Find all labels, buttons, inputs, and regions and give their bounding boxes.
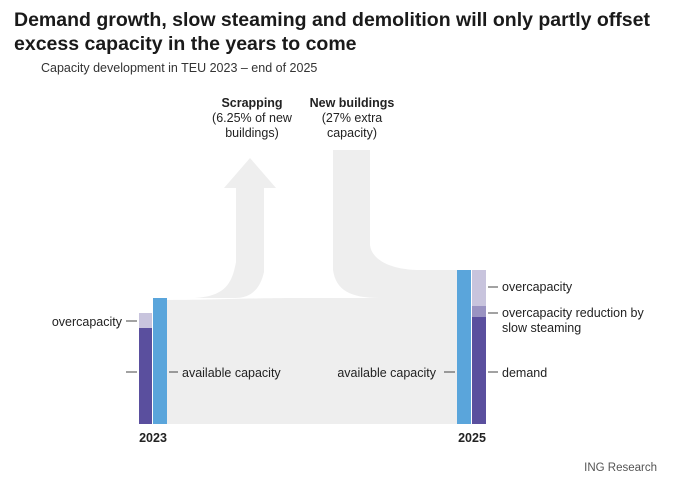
- bar-2025-overcapacity: [472, 270, 486, 306]
- label-2025-slow-steaming-2: slow steaming: [502, 321, 581, 335]
- bar-2025-available-capacity: [457, 270, 471, 424]
- label-2025-overcapacity: overcapacity: [502, 280, 573, 294]
- label-new-buildings-3: capacity): [327, 126, 377, 140]
- bar-2025-slow-steaming: [472, 306, 486, 317]
- flow-ribbon-new-buildings: [333, 150, 457, 298]
- label-year-2023: 2023: [139, 431, 167, 445]
- label-scrapping-3: buildings): [225, 126, 279, 140]
- label-2023-overcapacity: overcapacity: [52, 315, 123, 329]
- label-2025-demand: demand: [502, 366, 547, 380]
- label-year-2025: 2025: [458, 431, 486, 445]
- label-2025-available-capacity: available capacity: [337, 366, 436, 380]
- label-new-buildings-1: New buildings: [310, 96, 395, 110]
- label-2023-available-capacity: available capacity: [182, 366, 281, 380]
- label-scrapping-2: (6.25% of new: [212, 111, 293, 125]
- chart-subtitle: Capacity development in TEU 2023 – end o…: [41, 61, 318, 75]
- flow-ribbon-main: [167, 298, 457, 424]
- chart-title: Demand growth, slow steaming and demolit…: [14, 9, 650, 55]
- source-credit: ING Research: [584, 462, 657, 474]
- label-new-buildings-2: (27% extra: [322, 111, 382, 125]
- flow-ribbon-scrapping: [195, 158, 276, 298]
- leader-lines: [126, 286, 498, 373]
- label-scrapping-1: Scrapping: [221, 96, 282, 110]
- bar-2023-demand: [139, 328, 152, 424]
- label-2025-slow-steaming-1: overcapacity reduction by: [502, 306, 644, 320]
- bar-2023-available-capacity: [153, 298, 167, 424]
- bar-2025-demand: [472, 317, 486, 424]
- bar-2023-overcapacity: [139, 313, 152, 328]
